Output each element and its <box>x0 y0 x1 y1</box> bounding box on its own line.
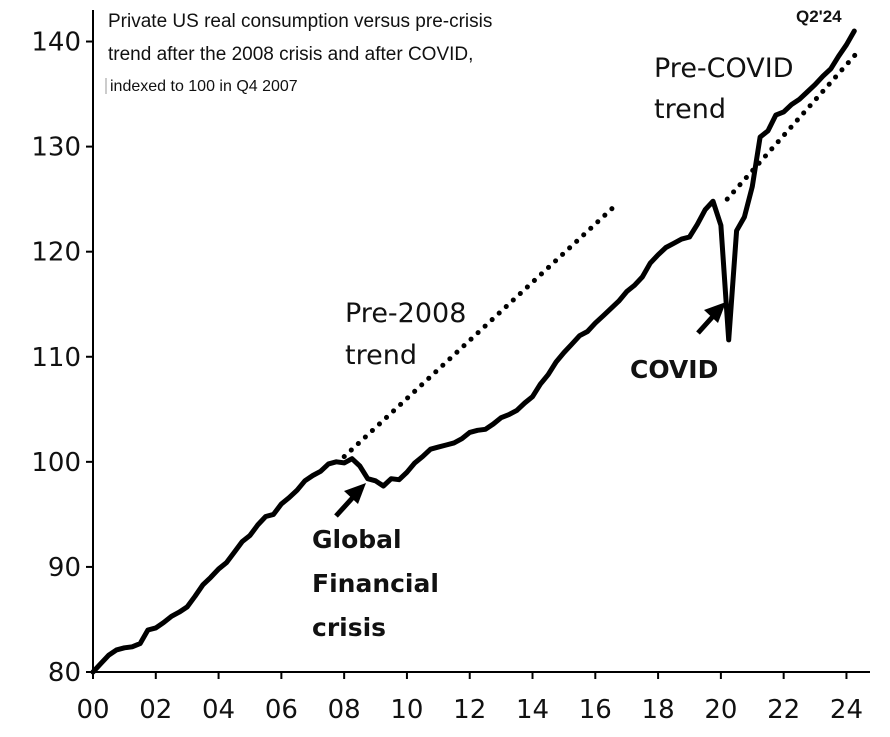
x-tick-label: 12 <box>453 695 486 725</box>
y-tick-label: 90 <box>48 553 81 583</box>
y-tick-label: 80 <box>48 658 81 688</box>
series-layer <box>90 28 859 675</box>
y-tick-label: 130 <box>31 133 81 163</box>
covid-arrow-head <box>704 302 726 323</box>
title-line-3: indexed to 100 in Q4 2007 <box>110 78 298 95</box>
x-tick-label: 08 <box>328 695 361 725</box>
gfc-label-3: crisis <box>312 613 386 642</box>
gfc-arrow-head <box>344 483 366 504</box>
annotation-precovid: Pre-COVID trend <box>654 53 794 125</box>
x-tick-label: 14 <box>516 695 549 725</box>
y-tick-label: 110 <box>31 343 81 373</box>
x-tick-label: 10 <box>390 695 423 725</box>
pre2008-label-1: Pre-2008 <box>345 298 466 329</box>
title-line-1: Private US real consumption versus pre-c… <box>108 11 492 32</box>
y-tick-label: 140 <box>31 28 81 58</box>
end-label-q2-24: Q2'24 <box>796 7 842 26</box>
annotation-gfc: Global Financial crisis <box>312 483 439 642</box>
title-line-2: trend after the 2008 crisis and after CO… <box>108 44 473 65</box>
x-tick-label: 18 <box>642 695 675 725</box>
x-tick-label: 16 <box>579 695 612 725</box>
y-tick-label: 120 <box>31 238 81 268</box>
annotation-covid: COVID <box>630 302 726 384</box>
precovid-label-1: Pre-COVID <box>654 53 794 84</box>
chart-title: Private US real consumption versus pre-c… <box>105 11 492 95</box>
gfc-label-2: Financial <box>312 569 439 598</box>
x-tick-label: 06 <box>265 695 298 725</box>
x-tick-label: 02 <box>139 695 172 725</box>
consumption-line <box>90 28 857 675</box>
y-tick-label: 100 <box>31 448 81 478</box>
pre2008-label-2: trend <box>345 340 417 371</box>
trend-line <box>724 51 859 202</box>
trend-line <box>341 199 622 460</box>
x-tick-label: 00 <box>76 695 109 725</box>
x-tick-label: 24 <box>830 695 863 725</box>
x-tick-label: 22 <box>767 695 800 725</box>
covid-label: COVID <box>630 355 718 384</box>
precovid-label-2: trend <box>654 94 726 125</box>
x-axis-ticks: 00 02 04 06 08 10 12 14 16 18 20 22 24 <box>76 672 863 725</box>
x-tick-label: 20 <box>704 695 737 725</box>
annotation-pre2008: Pre-2008 trend <box>345 298 466 371</box>
y-axis-ticks: 80 90 100 110 120 130 140 <box>31 28 93 688</box>
x-tick-label: 04 <box>202 695 235 725</box>
plot-area: 80 90 100 110 120 130 140 00 02 04 06 08 10 12 14 16 18… <box>31 10 870 725</box>
gfc-label-1: Global <box>312 525 402 554</box>
